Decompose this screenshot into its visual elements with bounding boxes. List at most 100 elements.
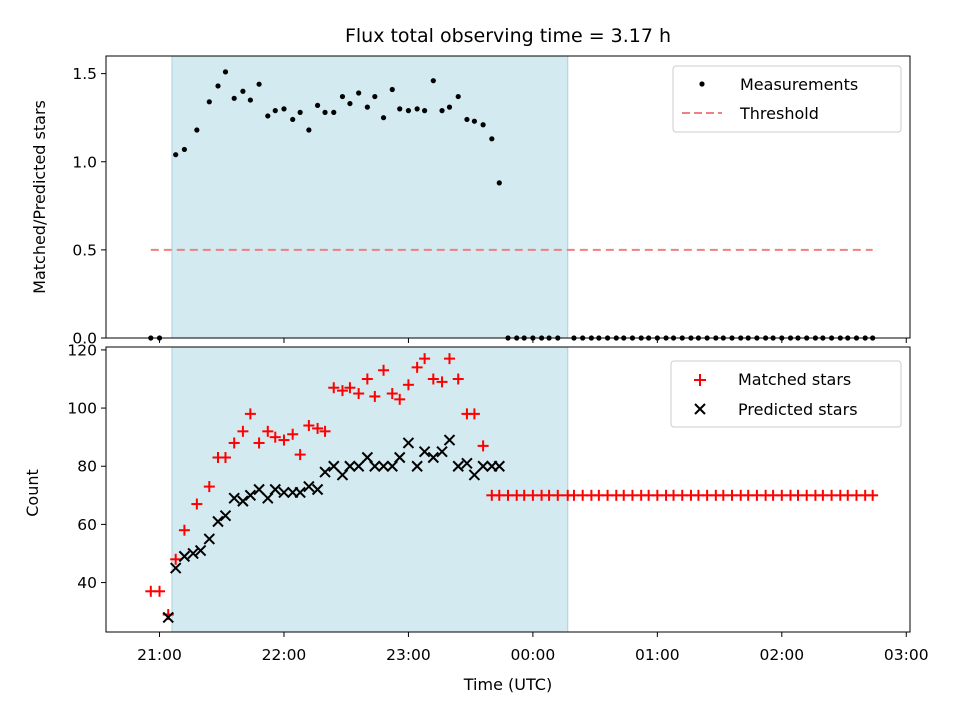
measurement-point bbox=[356, 90, 362, 96]
measurement-point bbox=[256, 81, 262, 87]
matched-star-point bbox=[436, 376, 448, 388]
axes-frame-top bbox=[105, 55, 911, 339]
measurement-point bbox=[240, 88, 246, 94]
observing-window-bottom bbox=[171, 346, 569, 633]
matched-star-point bbox=[294, 449, 306, 461]
xtick-label: 02:00 bbox=[759, 646, 804, 664]
matched-star-point bbox=[328, 382, 340, 394]
matched-star-point bbox=[278, 434, 290, 446]
predicted-star-point bbox=[169, 562, 182, 574]
xlabel: Time (UTC) bbox=[463, 675, 552, 694]
predicted-star-point bbox=[369, 460, 381, 472]
predicted-star-point bbox=[328, 460, 340, 472]
matched-star-point bbox=[444, 353, 456, 365]
predicted-star-point bbox=[468, 469, 481, 481]
predicted-star-point bbox=[162, 611, 174, 624]
predicted-star-point bbox=[212, 515, 224, 528]
xtick-label: 01:00 bbox=[635, 646, 680, 664]
predicted-star-point bbox=[477, 460, 489, 472]
ytick-label: 0.5 bbox=[72, 241, 97, 259]
matched-star-point bbox=[312, 422, 324, 434]
chart-title: Flux total observing time = 3.17 h bbox=[345, 25, 671, 47]
measurement-point bbox=[389, 86, 395, 93]
observing-window-top bbox=[171, 55, 569, 339]
predicted-star-point bbox=[187, 547, 199, 560]
predicted-star-point bbox=[443, 434, 456, 446]
matched-star-point bbox=[468, 408, 480, 420]
measurement-point bbox=[430, 78, 436, 84]
measurement-point bbox=[281, 106, 287, 112]
predicted-star-point bbox=[228, 492, 240, 504]
predicted-star-point bbox=[418, 445, 431, 458]
matched-star-point bbox=[369, 390, 381, 402]
measurement-point bbox=[331, 109, 337, 115]
measurement-point bbox=[496, 180, 502, 186]
ytick-label: 120 bbox=[67, 341, 97, 359]
matched-star-point bbox=[361, 373, 373, 385]
matched-star-point bbox=[452, 373, 464, 385]
predicted-star-point bbox=[194, 544, 207, 557]
matched-star-point bbox=[477, 440, 489, 452]
matched-star-point bbox=[269, 431, 281, 443]
legend-box-top bbox=[672, 65, 902, 133]
measurement-point bbox=[322, 109, 328, 115]
legend-marker-matched bbox=[694, 374, 706, 386]
matched-star-point bbox=[228, 437, 240, 449]
measurement-point bbox=[480, 122, 486, 128]
matched-star-point bbox=[411, 361, 423, 373]
predicted-star-point bbox=[269, 483, 281, 496]
measurement-point bbox=[339, 93, 346, 100]
matched-star-point bbox=[419, 353, 431, 365]
measurement-point bbox=[290, 116, 296, 123]
predicted-star-point bbox=[352, 460, 365, 472]
predicted-star-point bbox=[203, 533, 216, 545]
measurement-point bbox=[439, 108, 445, 114]
matched-star-point bbox=[303, 420, 315, 432]
matched-star-point bbox=[344, 382, 356, 394]
measurement-point bbox=[265, 113, 271, 119]
matched-star-point bbox=[386, 388, 398, 400]
predicted-star-point bbox=[461, 457, 473, 470]
measurement-point bbox=[347, 100, 353, 107]
predicted-star-point bbox=[493, 460, 505, 472]
predicted-star-point bbox=[178, 550, 191, 563]
matched-star-point bbox=[237, 425, 249, 437]
measurement-point bbox=[222, 69, 229, 75]
predicted-star-point bbox=[344, 460, 356, 472]
matched-star-point bbox=[552, 489, 564, 501]
measurement-point bbox=[372, 93, 378, 100]
matched-star-point bbox=[262, 425, 274, 437]
xtick-label: 21:00 bbox=[137, 646, 182, 664]
measurement-point bbox=[422, 108, 428, 114]
matched-star-point bbox=[170, 553, 182, 565]
matched-star-point bbox=[402, 379, 414, 391]
legend-bottom: Matched stars Predicted stars bbox=[670, 360, 902, 428]
matched-star-point bbox=[178, 524, 190, 536]
measurement-point bbox=[380, 115, 387, 121]
xtick-label: 23:00 bbox=[386, 646, 431, 664]
predicted-star-point bbox=[452, 460, 464, 472]
matched-star-point bbox=[319, 425, 331, 437]
legend-marker-predicted bbox=[694, 403, 706, 415]
ylabel-top: Matched/Predicted stars bbox=[30, 100, 49, 294]
legend-label-threshold: Threshold bbox=[739, 104, 819, 123]
ytick-label: 100 bbox=[67, 400, 97, 418]
measurement-point bbox=[215, 83, 221, 89]
legend-top: Measurements Threshold bbox=[672, 65, 902, 133]
matched-star-point bbox=[154, 585, 166, 597]
measurement-point bbox=[455, 93, 461, 100]
measurement-point bbox=[181, 146, 188, 153]
xtick-label: 03:00 bbox=[884, 646, 929, 664]
panel-ratio: 0.0 0.5 1.0 1.5 Matched/Predicted stars Mea… bbox=[30, 55, 911, 348]
measurement-point bbox=[414, 106, 420, 112]
matched-star-point bbox=[336, 385, 348, 397]
ytick-label: 40 bbox=[77, 574, 97, 592]
panel-counts: 40 60 80 100 120 21:00 22:00 23:00 00:00 01:00 02… bbox=[23, 341, 929, 694]
measurement-point bbox=[364, 104, 370, 110]
matched-star-point bbox=[203, 481, 215, 493]
measurement-point bbox=[272, 108, 278, 114]
predicted-star-point bbox=[219, 509, 232, 522]
xtick-label: 22:00 bbox=[262, 646, 307, 664]
measurement-point bbox=[306, 127, 312, 133]
